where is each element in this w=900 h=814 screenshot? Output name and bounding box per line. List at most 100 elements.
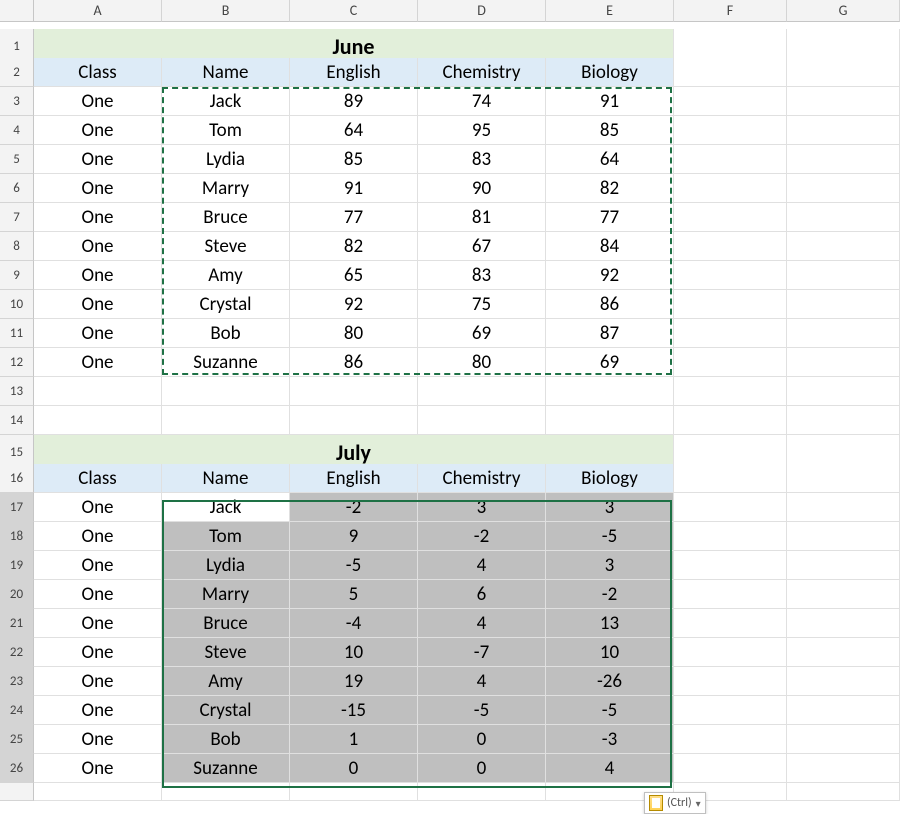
cell-F3[interactable] bbox=[674, 87, 787, 116]
cell-C4[interactable]: 64 bbox=[290, 116, 418, 145]
cell-F22[interactable] bbox=[674, 638, 787, 667]
cell-F19[interactable] bbox=[674, 551, 787, 580]
cell-E5[interactable]: 64 bbox=[546, 145, 674, 174]
cell-F17[interactable] bbox=[674, 493, 787, 522]
cell-C12[interactable]: 86 bbox=[290, 348, 418, 377]
cell-B12[interactable]: Suzanne bbox=[162, 348, 290, 377]
row-header-26[interactable]: 26 bbox=[0, 754, 34, 783]
cell-E19[interactable]: 3 bbox=[546, 551, 674, 580]
row-header-10[interactable]: 10 bbox=[0, 290, 34, 319]
cell-B10[interactable]: Crystal bbox=[162, 290, 290, 319]
col-header-G[interactable]: G bbox=[787, 0, 900, 22]
cell-D21[interactable]: 4 bbox=[418, 609, 546, 638]
cell-C5[interactable]: 85 bbox=[290, 145, 418, 174]
cell-G8[interactable] bbox=[787, 232, 900, 261]
cell-B24[interactable]: Crystal bbox=[162, 696, 290, 725]
cell-B8[interactable]: Steve bbox=[162, 232, 290, 261]
cell-C16[interactable]: English bbox=[290, 464, 418, 493]
cell-E9[interactable]: 92 bbox=[546, 261, 674, 290]
cell-D23[interactable]: 4 bbox=[418, 667, 546, 696]
cell-D12[interactable]: 80 bbox=[418, 348, 546, 377]
col-header-B[interactable]: B bbox=[162, 0, 290, 22]
cell-C22[interactable]: 10 bbox=[290, 638, 418, 667]
row-header-8[interactable]: 8 bbox=[0, 232, 34, 261]
cell-C2[interactable]: English bbox=[290, 58, 418, 87]
cell-B27[interactable] bbox=[162, 783, 290, 801]
cell-B20[interactable]: Marry bbox=[162, 580, 290, 609]
cell-C7[interactable]: 77 bbox=[290, 203, 418, 232]
cell-C19[interactable]: -5 bbox=[290, 551, 418, 580]
cell-G21[interactable] bbox=[787, 609, 900, 638]
cell-C21[interactable]: -4 bbox=[290, 609, 418, 638]
cell-A10[interactable]: One bbox=[34, 290, 162, 319]
cell-G27[interactable] bbox=[787, 783, 900, 801]
cell-E2[interactable]: Biology bbox=[546, 58, 674, 87]
row-header-3[interactable]: 3 bbox=[0, 87, 34, 116]
row-header-2[interactable]: 2 bbox=[0, 58, 34, 87]
select-all-corner[interactable] bbox=[0, 0, 34, 22]
row-header-11[interactable]: 11 bbox=[0, 319, 34, 348]
cell-B26[interactable]: Suzanne bbox=[162, 754, 290, 783]
cell-G12[interactable] bbox=[787, 348, 900, 377]
cell-G18[interactable] bbox=[787, 522, 900, 551]
cell-A9[interactable]: One bbox=[34, 261, 162, 290]
cell-E3[interactable]: 91 bbox=[546, 87, 674, 116]
cell-D18[interactable]: -2 bbox=[418, 522, 546, 551]
cell-F4[interactable] bbox=[674, 116, 787, 145]
cell-G9[interactable] bbox=[787, 261, 900, 290]
cell-F11[interactable] bbox=[674, 319, 787, 348]
cell-C25[interactable]: 1 bbox=[290, 725, 418, 754]
cell-D8[interactable]: 67 bbox=[418, 232, 546, 261]
cell-C27[interactable] bbox=[290, 783, 418, 801]
row-header-9[interactable]: 9 bbox=[0, 261, 34, 290]
cell-G4[interactable] bbox=[787, 116, 900, 145]
cell-E10[interactable]: 86 bbox=[546, 290, 674, 319]
cell-D10[interactable]: 75 bbox=[418, 290, 546, 319]
cell-B4[interactable]: Tom bbox=[162, 116, 290, 145]
cell-G24[interactable] bbox=[787, 696, 900, 725]
cell-E24[interactable]: -5 bbox=[546, 696, 674, 725]
cell-B13[interactable] bbox=[162, 377, 290, 406]
row-header-18[interactable]: 18 bbox=[0, 522, 34, 551]
cell-A26[interactable]: One bbox=[34, 754, 162, 783]
row-header-5[interactable]: 5 bbox=[0, 145, 34, 174]
cell-B14[interactable] bbox=[162, 406, 290, 435]
paste-options-button[interactable]: (Ctrl)▾ bbox=[644, 792, 706, 814]
cell-B11[interactable]: Bob bbox=[162, 319, 290, 348]
col-header-E[interactable]: E bbox=[546, 0, 674, 22]
cell-B25[interactable]: Bob bbox=[162, 725, 290, 754]
cell-G5[interactable] bbox=[787, 145, 900, 174]
cell-A23[interactable]: One bbox=[34, 667, 162, 696]
cell-A27[interactable] bbox=[34, 783, 162, 801]
cell-D4[interactable]: 95 bbox=[418, 116, 546, 145]
cell-C17[interactable]: -2 bbox=[290, 493, 418, 522]
cell-D9[interactable]: 83 bbox=[418, 261, 546, 290]
cell-A19[interactable]: One bbox=[34, 551, 162, 580]
cell-A5[interactable]: One bbox=[34, 145, 162, 174]
cell-A6[interactable]: One bbox=[34, 174, 162, 203]
cell-B16[interactable]: Name bbox=[162, 464, 290, 493]
cell-G11[interactable] bbox=[787, 319, 900, 348]
cell-E12[interactable]: 69 bbox=[546, 348, 674, 377]
cell-G10[interactable] bbox=[787, 290, 900, 319]
cell-C10[interactable]: 92 bbox=[290, 290, 418, 319]
cell-E18[interactable]: -5 bbox=[546, 522, 674, 551]
cell-E7[interactable]: 77 bbox=[546, 203, 674, 232]
cell-E14[interactable] bbox=[546, 406, 674, 435]
cell-F24[interactable] bbox=[674, 696, 787, 725]
cell-C3[interactable]: 89 bbox=[290, 87, 418, 116]
cell-B3[interactable]: Jack bbox=[162, 87, 290, 116]
cell-E8[interactable]: 84 bbox=[546, 232, 674, 261]
cell-C20[interactable]: 5 bbox=[290, 580, 418, 609]
cell-C11[interactable]: 80 bbox=[290, 319, 418, 348]
cell-F10[interactable] bbox=[674, 290, 787, 319]
cell-B23[interactable]: Amy bbox=[162, 667, 290, 696]
cell-B2[interactable]: Name bbox=[162, 58, 290, 87]
cell-A13[interactable] bbox=[34, 377, 162, 406]
cell-G3[interactable] bbox=[787, 87, 900, 116]
cell-F5[interactable] bbox=[674, 145, 787, 174]
cell-D17[interactable]: 3 bbox=[418, 493, 546, 522]
row-header-24[interactable]: 24 bbox=[0, 696, 34, 725]
cell-F6[interactable] bbox=[674, 174, 787, 203]
row-header-20[interactable]: 20 bbox=[0, 580, 34, 609]
